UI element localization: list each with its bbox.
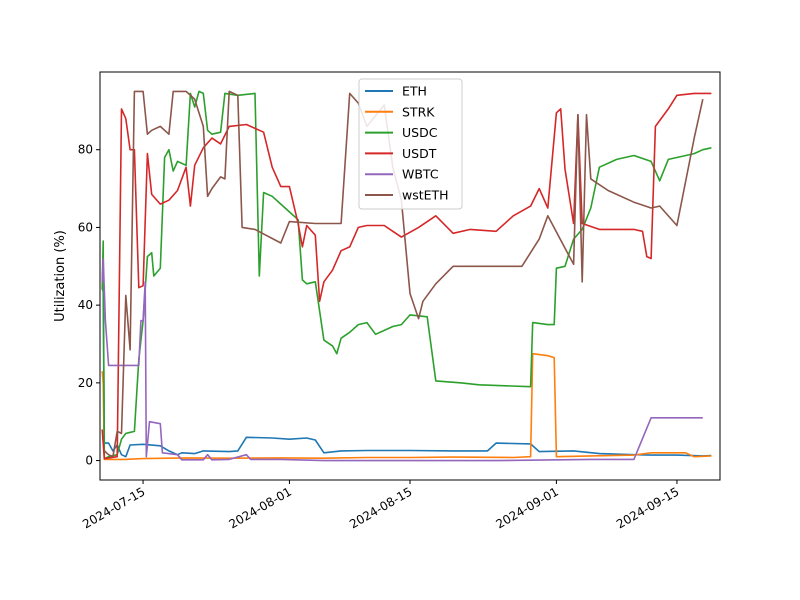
x-tick-label: 2024-08-01	[227, 484, 294, 531]
y-tick-label: 20	[78, 376, 93, 390]
x-tick-label: 2024-07-15	[80, 484, 147, 531]
legend-label-usdt: USDT	[402, 146, 437, 161]
y-tick-label: 80	[78, 143, 93, 157]
series-line-strk	[101, 352, 712, 461]
series-line-wbtc	[101, 257, 703, 462]
y-tick-label: 40	[78, 298, 93, 312]
x-tick-label: 2024-09-01	[493, 484, 560, 531]
legend-label-strk: STRK	[402, 104, 435, 119]
series-line-eth	[101, 287, 712, 458]
legend-label-wsteth: wstETH	[402, 188, 449, 203]
legend: ETH STRK USDC USDT WBTC wstETH	[358, 78, 463, 210]
x-axis: 2024-07-15 2024-08-01 2024-08-15 2024-09-01…	[80, 480, 681, 531]
legend-label-wbtc: WBTC	[402, 167, 439, 182]
series-line-wsteth	[103, 90, 704, 458]
y-tick-label: 0	[85, 454, 93, 468]
legend-label-usdc: USDC	[402, 125, 438, 140]
x-tick-label: 2024-09-15	[614, 484, 681, 531]
legend-label-eth: ETH	[402, 84, 427, 99]
y-tick-label: 60	[78, 220, 93, 234]
plot-lines	[101, 90, 712, 462]
y-axis-label: Utilization (%)	[53, 230, 68, 322]
x-tick-label: 2024-08-15	[347, 484, 414, 531]
y-axis: 0 20 40 60 80	[78, 143, 100, 468]
